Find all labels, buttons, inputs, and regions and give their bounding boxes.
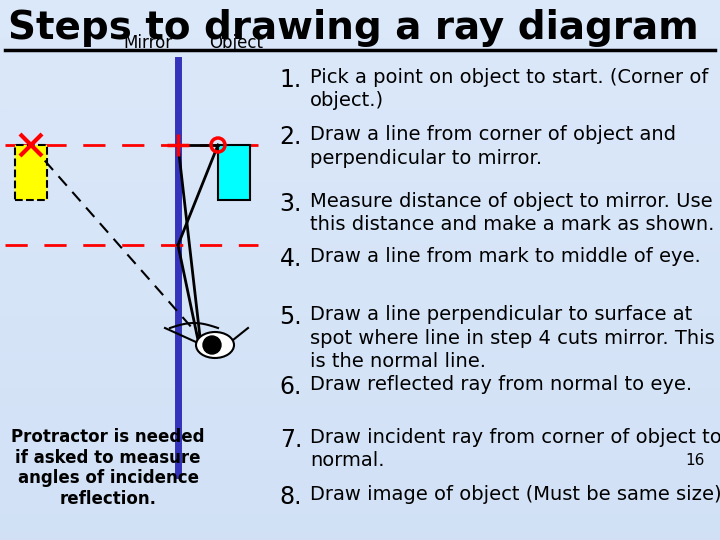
Bar [0,333,720,342]
Bar [218,145,250,200]
Bar [0,198,720,207]
Bar [15,145,47,200]
Bar [0,207,720,216]
Bar [0,108,720,117]
Text: 6.: 6. [279,375,302,399]
Bar [0,468,720,477]
Bar [0,423,720,432]
Bar [0,63,720,72]
Ellipse shape [196,332,234,358]
Bar [0,513,720,522]
Text: 16: 16 [685,453,705,468]
Text: 2.: 2. [279,125,302,149]
Bar [0,297,720,306]
Bar [0,243,720,252]
Bar [0,18,720,27]
Bar [0,414,720,423]
Bar [0,126,720,135]
Bar [0,342,720,351]
Bar [0,54,720,63]
Bar [0,36,720,45]
Text: Draw reflected ray from normal to eye.: Draw reflected ray from normal to eye. [310,375,692,394]
Bar [0,189,720,198]
Circle shape [203,336,221,354]
Bar [0,81,720,90]
Bar [0,378,720,387]
Text: 1.: 1. [280,68,302,92]
Bar [0,477,720,486]
Bar [0,450,720,459]
Bar [0,495,720,504]
Bar [0,441,720,450]
Bar [0,288,720,297]
Bar [0,351,720,360]
Bar [0,396,720,405]
Bar [0,306,720,315]
Bar [0,0,720,9]
Bar [0,315,720,324]
Bar [0,72,720,81]
Bar [0,432,720,441]
Text: Draw a line from corner of object and
perpendicular to mirror.: Draw a line from corner of object and pe… [310,125,676,167]
Text: Draw incident ray from corner of object to
normal.: Draw incident ray from corner of object … [310,428,720,470]
Bar [0,144,720,153]
Bar [0,9,720,18]
Bar [0,234,720,243]
Text: Pick a point on object to start. (Corner of
object.): Pick a point on object to start. (Corner… [310,68,708,111]
Text: Draw a line perpendicular to surface at
spot where line in step 4 cuts mirror. T: Draw a line perpendicular to surface at … [310,305,715,371]
Text: Draw a line from mark to middle of eye.: Draw a line from mark to middle of eye. [310,247,701,266]
Text: Object: Object [209,34,263,52]
Text: 4.: 4. [279,247,302,271]
Text: Protractor is needed
if asked to measure
angles of incidence
reflection.: Protractor is needed if asked to measure… [12,428,204,508]
Bar [0,360,720,369]
Bar [0,261,720,270]
Text: Draw image of object (Must be same size): Draw image of object (Must be same size) [310,485,720,504]
Text: 7.: 7. [279,428,302,452]
Bar [0,117,720,126]
Bar [0,216,720,225]
Bar [0,27,720,36]
Bar [0,270,720,279]
Bar [0,279,720,288]
Text: Mirror: Mirror [123,34,173,52]
Bar [0,522,720,531]
Bar [0,405,720,414]
Text: Steps to drawing a ray diagram: Steps to drawing a ray diagram [8,9,698,47]
Bar [0,99,720,108]
Text: Measure distance of object to mirror. Use
this distance and make a mark as shown: Measure distance of object to mirror. Us… [310,192,714,234]
Bar [0,252,720,261]
Bar [0,486,720,495]
Bar [0,135,720,144]
Bar [0,90,720,99]
Bar [0,369,720,378]
Text: 8.: 8. [279,485,302,509]
Bar [0,153,720,162]
Bar [0,45,720,54]
Bar [0,387,720,396]
Text: 3.: 3. [279,192,302,216]
Text: 5.: 5. [279,305,302,329]
Bar [0,504,720,513]
Bar [0,459,720,468]
Bar [0,225,720,234]
Bar [0,531,720,540]
Bar [0,324,720,333]
Bar [0,180,720,189]
Bar [0,171,720,180]
Bar [0,162,720,171]
